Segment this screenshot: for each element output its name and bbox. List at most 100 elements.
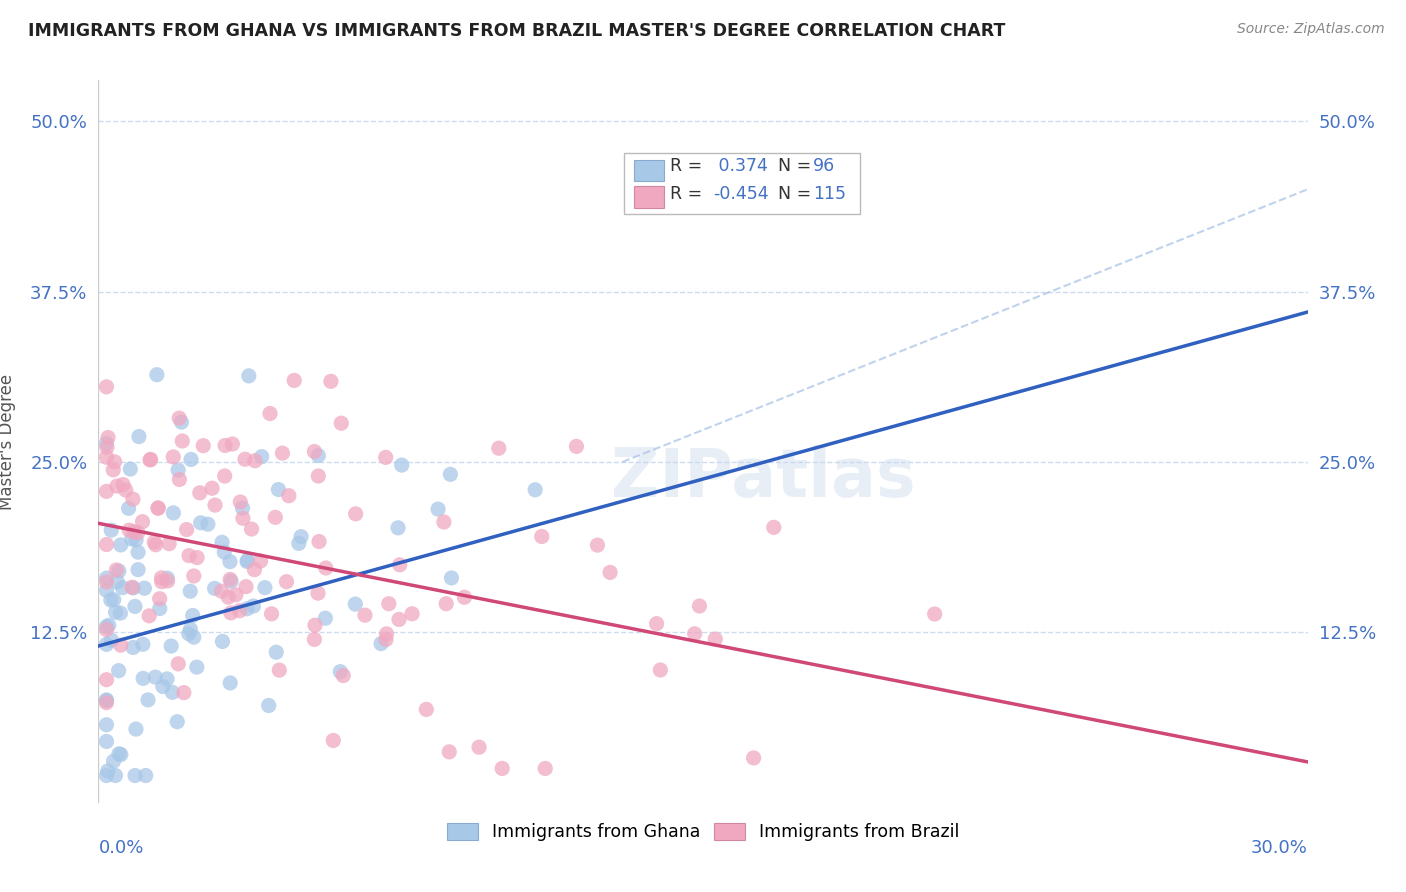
Point: [204, 498, 226, 512]
Point: [150, 571, 173, 585]
Point: [530, 529, 553, 543]
Point: [225, 588, 247, 602]
Point: [307, 586, 329, 600]
Point: [304, 444, 326, 458]
Text: -0.454: -0.454: [713, 185, 768, 202]
Point: [599, 566, 621, 580]
Point: [378, 597, 401, 611]
Point: [156, 571, 179, 585]
Point: [118, 523, 141, 537]
Point: [111, 581, 134, 595]
Point: [704, 632, 727, 646]
Point: [96, 696, 118, 710]
Point: [219, 606, 242, 620]
Point: [228, 604, 250, 618]
Point: [427, 502, 450, 516]
Point: [375, 627, 398, 641]
Point: [307, 469, 329, 483]
Point: [103, 592, 125, 607]
Point: [114, 483, 136, 497]
Point: [250, 450, 273, 464]
Point: [233, 452, 256, 467]
Point: [645, 616, 668, 631]
Point: [103, 463, 125, 477]
Point: [439, 745, 461, 759]
Text: R =: R =: [671, 185, 709, 202]
Point: [136, 693, 159, 707]
Point: [217, 590, 239, 604]
Point: [124, 599, 146, 614]
Text: ZIPatlas: ZIPatlas: [612, 445, 915, 510]
Text: 0.0%: 0.0%: [98, 838, 143, 857]
Point: [391, 458, 413, 472]
Point: [374, 450, 396, 465]
Point: [375, 632, 398, 647]
Point: [100, 593, 122, 607]
Point: [211, 634, 233, 648]
Point: [105, 574, 128, 589]
Point: [107, 664, 129, 678]
Point: [304, 618, 326, 632]
Text: 115: 115: [813, 185, 846, 202]
Point: [214, 469, 236, 483]
Point: [96, 380, 118, 394]
Point: [156, 672, 179, 686]
Point: [269, 663, 291, 677]
Point: [127, 525, 149, 540]
Point: [319, 375, 342, 389]
Point: [229, 495, 252, 509]
Point: [232, 511, 254, 525]
Point: [125, 722, 148, 736]
Point: [354, 608, 377, 623]
Point: [534, 762, 557, 776]
Point: [96, 583, 118, 598]
Y-axis label: Master's Degree: Master's Degree: [0, 374, 15, 509]
Point: [201, 481, 224, 495]
Point: [314, 611, 336, 625]
Point: [180, 452, 202, 467]
Point: [156, 574, 179, 588]
Point: [236, 602, 259, 616]
Point: [96, 620, 118, 634]
Point: [172, 434, 194, 448]
Point: [683, 627, 706, 641]
Point: [183, 630, 205, 644]
Point: [96, 436, 118, 450]
Point: [96, 693, 118, 707]
Point: [243, 454, 266, 468]
Point: [96, 484, 118, 499]
Point: [186, 660, 208, 674]
Point: [243, 563, 266, 577]
Point: [259, 407, 281, 421]
Point: [288, 536, 311, 550]
Point: [219, 573, 242, 587]
Point: [110, 638, 132, 652]
Point: [96, 623, 118, 637]
Point: [124, 768, 146, 782]
Point: [491, 761, 513, 775]
Point: [96, 693, 118, 707]
Point: [122, 492, 145, 507]
Point: [388, 558, 411, 572]
Legend: Immigrants from Ghana, Immigrants from Brazil: Immigrants from Ghana, Immigrants from B…: [440, 815, 966, 848]
Point: [122, 524, 145, 539]
Point: [127, 545, 149, 559]
Point: [173, 685, 195, 699]
Point: [110, 538, 132, 552]
Text: IMMIGRANTS FROM GHANA VS IMMIGRANTS FROM BRAZIL MASTER'S DEGREE CORRELATION CHAR: IMMIGRANTS FROM GHANA VS IMMIGRANTS FROM…: [28, 22, 1005, 40]
Point: [276, 574, 298, 589]
Point: [197, 517, 219, 532]
Point: [100, 633, 122, 648]
Point: [204, 582, 226, 596]
Point: [169, 473, 191, 487]
Point: [97, 618, 120, 632]
Text: R =: R =: [671, 156, 709, 175]
Point: [96, 537, 118, 551]
Point: [146, 501, 169, 516]
Point: [96, 718, 118, 732]
Point: [453, 591, 475, 605]
Point: [439, 467, 461, 482]
Point: [104, 768, 127, 782]
Point: [160, 639, 183, 653]
Point: [149, 591, 172, 606]
